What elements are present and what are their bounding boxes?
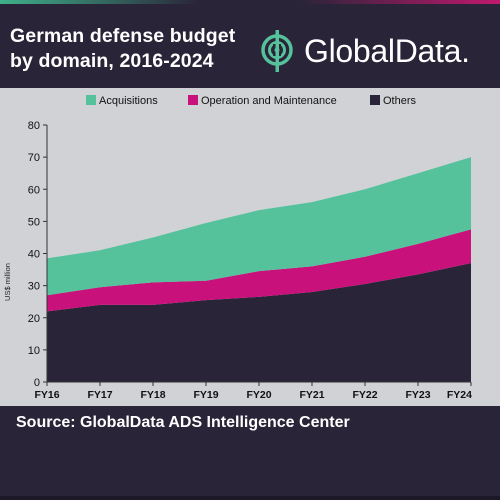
bottom-rule <box>0 496 500 500</box>
title-line-2: by domain, 2016-2024 <box>10 50 214 72</box>
y-tick-label: 30 <box>28 281 40 293</box>
area-operation-and-maintenance <box>47 229 471 312</box>
legend-swatch-operation-and-maintenance <box>188 95 198 105</box>
y-tick-label: 10 <box>28 345 40 357</box>
x-tick-label: FY20 <box>246 389 271 401</box>
legend-label-operation-and-maintenance: Operation and Maintenance <box>201 95 337 107</box>
x-tick-label: FY23 <box>405 389 430 401</box>
area-acquisitions <box>47 157 471 296</box>
x-tick-label: FY16 <box>34 389 59 401</box>
chart-title: German defense budget by domain, 2016-20… <box>10 24 260 74</box>
stacked-area-chart: Acquisitions Operation and Maintenance Oth… <box>3 95 472 401</box>
x-tick-label: FY19 <box>193 389 218 401</box>
y-tick-label: 80 <box>28 120 40 132</box>
x-tick-label: FY17 <box>87 389 112 401</box>
title-line-1: German defense budget <box>10 25 236 47</box>
legend-label-acquisitions: Acquisitions <box>99 95 158 107</box>
x-tick-label: FY18 <box>140 389 165 401</box>
header: German defense budget by domain, 2016-20… <box>0 0 500 88</box>
x-tick-label: FY24 <box>447 389 472 401</box>
y-tick-label: 70 <box>28 152 40 164</box>
y-axis-label: US$ million <box>3 263 12 301</box>
top-accent-bar <box>0 0 500 4</box>
legend-swatch-others <box>370 95 380 105</box>
legend-label-others: Others <box>383 95 417 107</box>
area-others <box>47 263 471 382</box>
legend: Acquisitions Operation and Maintenance Oth… <box>86 95 417 107</box>
y-tick-label: 20 <box>28 313 40 325</box>
y-tick-label: 50 <box>28 216 40 228</box>
globaldata-logo: GlobalData. <box>258 28 488 74</box>
chart-areas <box>47 157 471 382</box>
logo-mark-icon <box>261 30 293 72</box>
logo-wordmark: GlobalData. <box>304 33 470 69</box>
y-tick-label: 60 <box>28 184 40 196</box>
chart-panel: Acquisitions Operation and Maintenance Oth… <box>0 88 500 406</box>
chart-axes: 0 10 20 30 40 50 60 70 80 FY16 FY17 FY18 FY19 FY20 FY2… <box>28 120 472 401</box>
x-tick-label: FY22 <box>352 389 377 401</box>
legend-swatch-acquisitions <box>86 95 96 105</box>
source-note: Source: GlobalData ADS Intelligence Cent… <box>16 414 350 431</box>
x-tick-label: FY21 <box>299 389 324 401</box>
y-tick-label: 0 <box>34 377 40 389</box>
y-tick-label: 40 <box>28 249 40 261</box>
